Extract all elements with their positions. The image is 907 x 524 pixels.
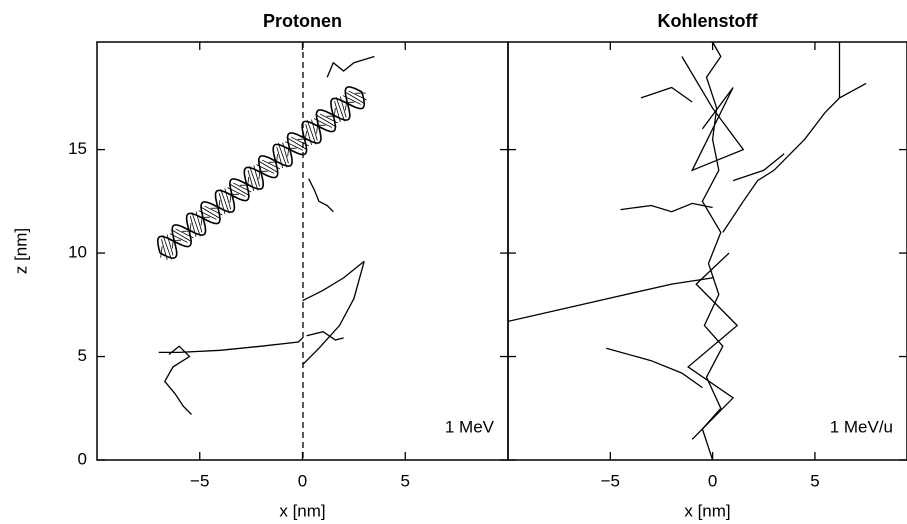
helix-hatch: [277, 142, 288, 168]
helix-hatch: [228, 183, 250, 197]
helix-hatch: [282, 142, 289, 164]
helix-hatch: [257, 160, 279, 174]
track: [302, 260, 365, 302]
track: [722, 82, 867, 233]
helix-hatch: [175, 228, 194, 239]
helix-hatch: [249, 165, 259, 191]
helix-hatch: [204, 205, 223, 216]
y-tick-label: 5: [78, 346, 87, 365]
helix-hatch: [335, 96, 346, 122]
helix-strand: [157, 91, 365, 254]
helix-hatch: [220, 188, 230, 214]
helix-hatch: [198, 210, 217, 220]
helix-hatch: [189, 222, 192, 235]
helix-hatch: [285, 141, 304, 151]
helix-hatch: [247, 170, 255, 192]
y-tick-label: 0: [78, 449, 87, 468]
helix-hatch: [253, 165, 260, 187]
track: [164, 345, 192, 415]
x-axis-label: x [nm]: [279, 501, 325, 520]
track: [306, 330, 344, 341]
helix-hatch: [315, 114, 337, 128]
x-tick-label: 0: [298, 471, 307, 490]
helix-hatch: [195, 211, 203, 233]
helix-hatch: [166, 234, 174, 256]
track: [326, 55, 375, 78]
helix-hatch: [290, 136, 310, 147]
track: [681, 56, 745, 172]
helix-hatch: [191, 211, 201, 237]
helix-hatch: [224, 188, 232, 210]
helix-hatch: [233, 182, 252, 193]
track: [507, 277, 713, 323]
helix-hatch: [348, 90, 367, 101]
helix-hatch: [229, 190, 232, 203]
helix-hatch: [316, 121, 319, 134]
helix-hatch: [160, 245, 163, 258]
helix-hatch: [169, 233, 188, 243]
helix-hatch: [306, 119, 317, 145]
track: [302, 261, 365, 366]
panel-title: Protonen: [263, 11, 342, 31]
helix-hatch: [334, 101, 341, 123]
helix-hatch: [246, 176, 250, 189]
helix-hatch: [344, 91, 366, 105]
helix-hatch: [276, 147, 284, 169]
y-tick-label: 10: [68, 243, 87, 262]
annotation: 1 MeV/u: [830, 417, 893, 436]
helix-hatch: [227, 187, 246, 197]
track: [158, 337, 303, 354]
helix-hatch: [305, 124, 312, 146]
track: [620, 202, 713, 213]
helix-hatch: [262, 159, 281, 170]
y-tick-label: 15: [68, 139, 87, 158]
annotation: 1 MeV: [445, 417, 495, 436]
helix-hatch: [339, 96, 347, 118]
helix-hatch: [200, 206, 221, 220]
helix-hatch: [275, 153, 279, 166]
x-tick-label: 5: [401, 471, 410, 490]
dna-helix: [157, 86, 367, 261]
helix-hatch: [286, 137, 308, 151]
helix-hatch: [218, 199, 221, 212]
helix-hatch: [171, 236, 175, 249]
track: [732, 153, 785, 182]
helix-hatch: [171, 229, 193, 243]
helix-hatch: [304, 130, 307, 143]
y-axis-label: z [nm]: [11, 228, 30, 274]
helix-hatch: [162, 234, 172, 260]
helix-hatch: [311, 119, 318, 141]
track: [701, 41, 724, 461]
helix-hatch: [313, 118, 333, 128]
track: [308, 178, 334, 213]
track: [606, 347, 703, 389]
helix-hatch: [319, 113, 338, 124]
helix-hatch: [333, 107, 336, 120]
x-tick-label: −5: [601, 471, 620, 490]
helix-hatch: [200, 213, 203, 226]
panel-title: Kohlenstoff: [658, 11, 759, 31]
helix-hatch: [189, 216, 197, 238]
plot-frame: [507, 41, 907, 461]
helix-hatch: [344, 98, 348, 111]
x-tick-label: −5: [190, 471, 209, 490]
helix-hatch: [342, 95, 361, 105]
track: [687, 252, 739, 440]
helix-hatch: [256, 164, 275, 174]
helix-hatch: [287, 144, 290, 157]
x-tick-label: 0: [708, 471, 717, 490]
helix-hatch: [218, 193, 226, 215]
helix-hatch: [258, 167, 261, 180]
x-axis-label: x [nm]: [684, 501, 730, 520]
track: [640, 86, 693, 103]
helix-hatch: [161, 239, 168, 261]
x-tick-label: 5: [810, 471, 819, 490]
